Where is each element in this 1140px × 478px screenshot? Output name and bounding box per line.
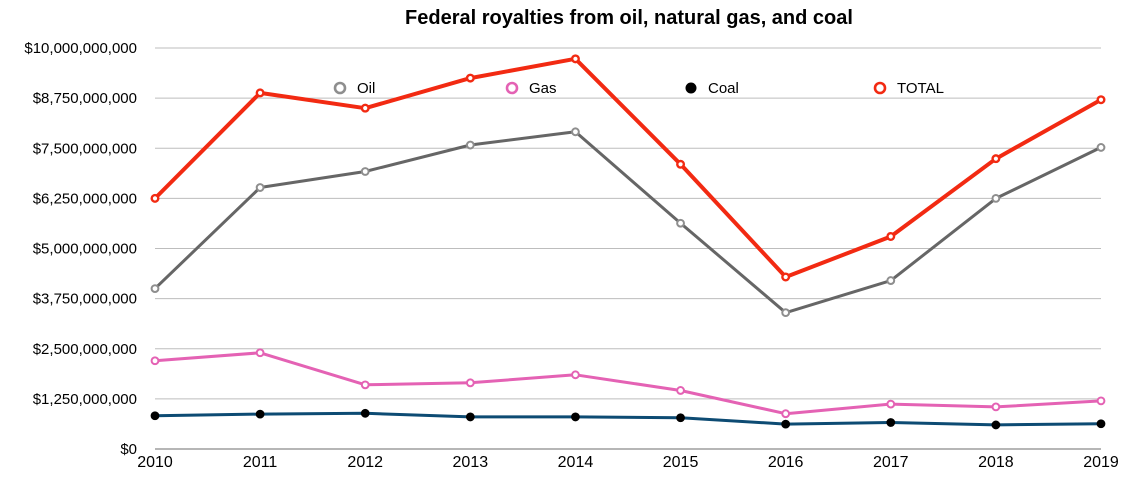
data-point-oil xyxy=(255,183,265,192)
data-point-oil xyxy=(991,193,1001,203)
legend-marker-total xyxy=(873,81,887,95)
y-axis: $0 $1,250,000,000 $2,500,000,000 $3,750,000… xyxy=(24,40,137,458)
data-point-coal xyxy=(360,408,370,418)
x-tick-label: 2012 xyxy=(347,454,383,471)
data-point-total xyxy=(150,193,160,203)
data-point-coal xyxy=(781,419,791,429)
chart-title: Federal royalties from oil, natural gas,… xyxy=(405,7,853,29)
data-point-gas xyxy=(150,356,160,366)
x-tick-label: 2019 xyxy=(1083,454,1119,471)
x-tick-label: 2015 xyxy=(663,454,699,471)
y-tick-label: $2,500,000,000 xyxy=(33,341,137,358)
data-point-total xyxy=(781,272,791,282)
data-point-gas xyxy=(1096,396,1106,406)
series-line-oil xyxy=(153,130,1103,315)
data-point-gas xyxy=(886,399,896,409)
data-point-coal xyxy=(886,418,896,427)
data-point-total xyxy=(255,88,265,98)
data-point-oil xyxy=(150,284,160,294)
y-tick-label: $0 xyxy=(120,441,137,458)
grid xyxy=(155,47,1101,450)
y-tick-label: $6,250,000,000 xyxy=(33,190,137,207)
data-point-oil xyxy=(886,276,896,285)
data-point-oil xyxy=(1096,143,1106,152)
x-tick-label: 2018 xyxy=(978,454,1014,471)
data-point-gas xyxy=(676,386,685,395)
data-point-gas xyxy=(465,378,475,388)
x-tick-label: 2014 xyxy=(558,454,594,471)
data-point-total xyxy=(1096,95,1106,105)
x-axis: 2010 2011 2012 2013 2014 2015 2016 2017 2018 2019 xyxy=(137,454,1119,471)
data-point-total xyxy=(465,73,475,83)
x-tick-label: 2013 xyxy=(453,454,489,471)
x-tick-label: 2011 xyxy=(243,454,278,471)
data-point-total xyxy=(991,154,1001,164)
data-point-total xyxy=(360,103,370,113)
legend-label-total: TOTAL xyxy=(897,80,944,97)
data-point-gas xyxy=(571,370,580,380)
legend: Oil Gas Coal TOTAL xyxy=(333,80,944,97)
data-point-oil xyxy=(360,167,370,176)
x-tick-label: 2010 xyxy=(137,454,173,471)
data-point-oil xyxy=(676,218,685,228)
data-point-total xyxy=(676,159,686,169)
data-point-gas xyxy=(360,380,370,390)
data-point-oil xyxy=(781,308,791,318)
data-point-coal xyxy=(571,412,580,422)
data-point-oil xyxy=(465,140,475,150)
y-tick-label: $5,000,000,000 xyxy=(33,241,137,258)
data-point-coal xyxy=(150,411,160,421)
legend-label-oil: Oil xyxy=(357,80,375,97)
y-tick-label: $3,750,000,000 xyxy=(33,291,137,308)
data-point-total xyxy=(886,231,896,241)
data-point-gas xyxy=(255,348,265,358)
legend-marker-oil xyxy=(333,81,347,95)
data-point-total xyxy=(570,54,580,64)
legend-label-coal: Coal xyxy=(708,80,739,97)
data-point-coal xyxy=(255,409,265,419)
data-point-coal xyxy=(676,413,685,423)
legend-marker-gas xyxy=(505,81,519,95)
data-point-oil xyxy=(571,127,580,137)
series-line-gas xyxy=(153,351,1103,416)
data-point-gas xyxy=(991,402,1001,412)
data-point-coal xyxy=(465,412,475,422)
y-tick-label: $8,750,000,000 xyxy=(33,90,137,107)
data-point-coal xyxy=(1096,419,1106,429)
y-tick-label: $10,000,000,000 xyxy=(24,40,137,57)
y-tick-label: $1,250,000,000 xyxy=(33,391,137,408)
legend-marker-coal xyxy=(685,82,697,94)
x-tick-label: 2017 xyxy=(873,454,909,471)
data-point-gas xyxy=(781,409,791,419)
legend-label-gas: Gas xyxy=(529,80,557,97)
series-group xyxy=(150,54,1106,430)
data-point-coal xyxy=(991,420,1001,430)
series-line-total xyxy=(153,56,1103,279)
x-tick-label: 2016 xyxy=(768,454,804,471)
series-line-coal xyxy=(153,411,1103,427)
y-tick-label: $7,500,000,000 xyxy=(33,140,137,157)
